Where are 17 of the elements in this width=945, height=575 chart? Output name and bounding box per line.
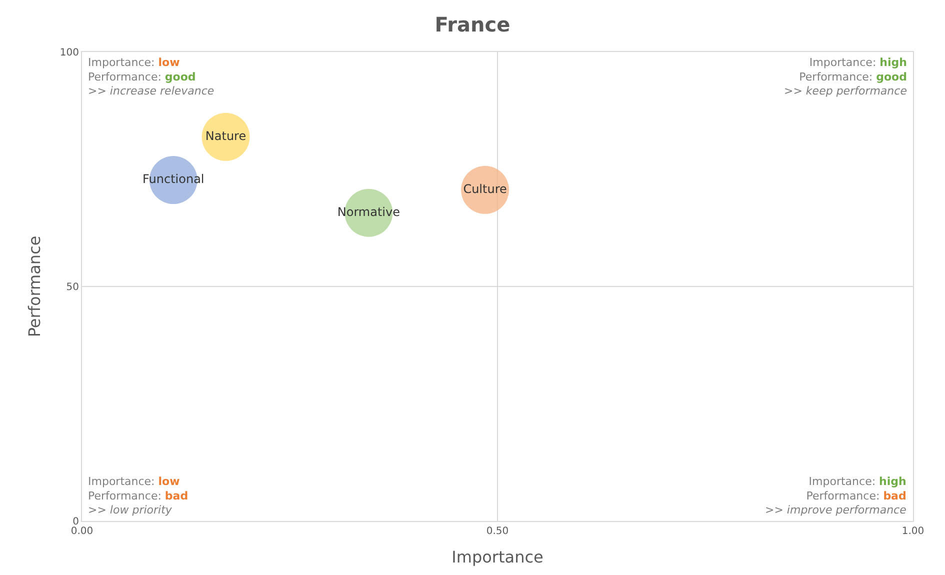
- annotation: Importance: high Performance: bad >> improve performance: [765, 475, 907, 517]
- series-label: Culture: [463, 182, 507, 196]
- y-tick-label: 50: [66, 282, 79, 293]
- x-tick-label: 1.00: [902, 526, 924, 537]
- annotation: Importance: low Performance: bad >> low priority: [88, 475, 188, 517]
- y-axis-title: Performance: [24, 236, 44, 338]
- series-label: Normative: [337, 204, 400, 219]
- series-label: Nature: [205, 128, 246, 143]
- y-tick-label: 100: [60, 48, 79, 58]
- series-label: Functional: [142, 172, 204, 186]
- annotation: Importance: high Performance: good >> keep performance: [784, 56, 908, 98]
- x-axis-title: Importance: [452, 548, 544, 567]
- x-tick-label: 0.50: [486, 526, 509, 537]
- chart-title: France: [434, 12, 510, 36]
- x-tick-label: 0.00: [70, 526, 94, 537]
- y-tick-label: 0: [72, 516, 79, 528]
- annotation: Importance: low Performance: good >> increase relevance: [88, 56, 214, 98]
